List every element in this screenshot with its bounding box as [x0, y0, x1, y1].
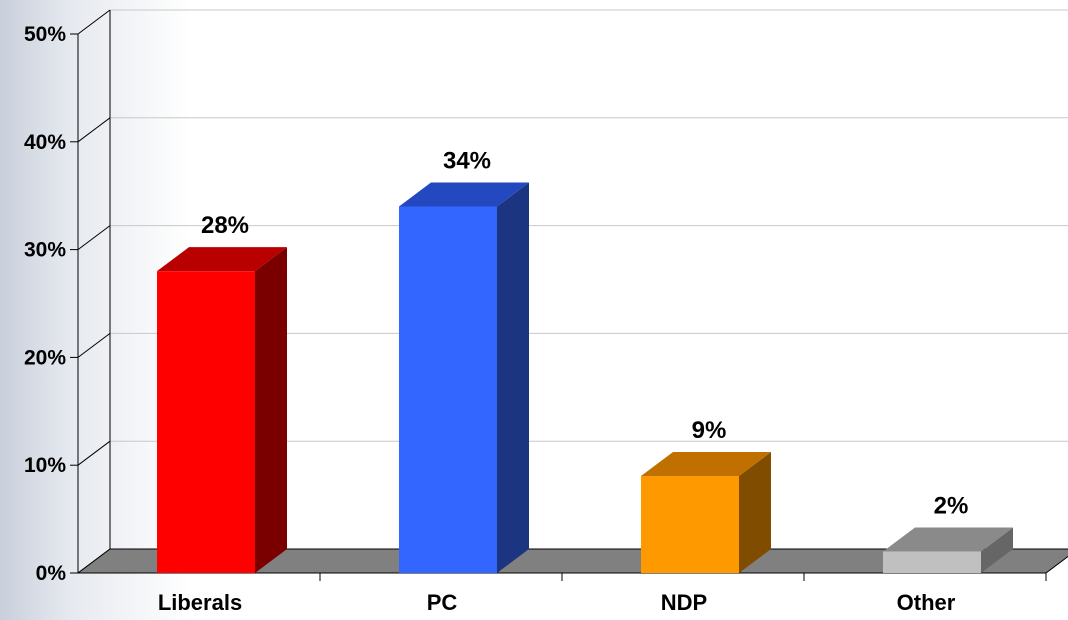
y-tick-label: 30% — [24, 239, 66, 262]
bar-top — [641, 451, 771, 476]
y-tick-label: 50% — [24, 23, 66, 46]
bars — [157, 182, 1013, 574]
bar-pc — [399, 182, 529, 574]
y-tick-label: 40% — [24, 131, 66, 154]
x-tick-label: PC — [427, 590, 458, 615]
bar-top — [399, 182, 529, 207]
gridline-diagonal — [77, 117, 111, 143]
bar-top — [883, 527, 1013, 552]
data-label: 2% — [934, 492, 969, 519]
data-label: 28% — [201, 212, 249, 239]
bar-ndp — [641, 451, 771, 573]
bar-liberals — [157, 247, 287, 573]
bar-top — [157, 247, 287, 272]
gridline-diagonal — [77, 440, 111, 466]
bar-other — [883, 527, 1013, 573]
labels: 28% Liberals 34% PC 9% NDP 2% Other — [158, 147, 969, 615]
gridline-diagonal — [77, 332, 111, 358]
bar-side — [255, 247, 287, 573]
y-tick-label: 20% — [24, 346, 66, 369]
data-label: 9% — [692, 417, 727, 444]
y-axis: 0% 10% 20% 30% 40% 50% — [24, 23, 1047, 585]
x-tick-label: NDP — [661, 590, 707, 615]
bar-front — [883, 551, 981, 573]
bar-side — [497, 182, 529, 574]
bar-side — [739, 451, 771, 573]
x-tick-label: Other — [897, 590, 956, 615]
bar-front — [641, 475, 739, 573]
data-label: 34% — [443, 147, 491, 174]
bar-side — [981, 527, 1013, 573]
gridline-diagonal — [77, 225, 111, 251]
bar-front — [157, 271, 255, 573]
y-tick-label: 0% — [36, 562, 67, 585]
bar-front — [399, 206, 497, 574]
x-tick-label: Liberals — [158, 590, 242, 615]
gridline-diagonal — [77, 9, 111, 35]
y-tick-label: 10% — [24, 454, 66, 477]
